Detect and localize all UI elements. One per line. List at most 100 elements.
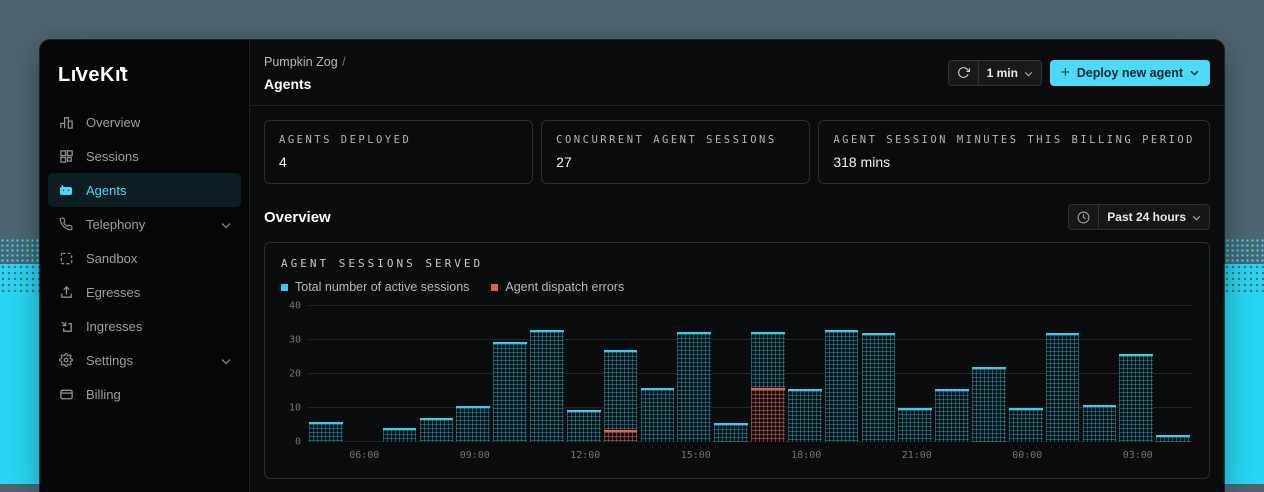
refresh-icon[interactable] <box>949 61 978 85</box>
stat-label: AGENT SESSION MINUTES THIS BILLING PERIO… <box>833 134 1195 146</box>
deploy-new-agent-button[interactable]: + Deploy new agent <box>1050 60 1210 86</box>
header-actions: 1 min + Deploy new agent <box>948 60 1210 86</box>
legend-label: Agent dispatch errors <box>505 280 624 294</box>
sidebar-item-overview[interactable]: Overview <box>48 105 241 139</box>
stat-value: 4 <box>279 154 518 170</box>
chart-x-tick-label: 09:00 <box>460 450 490 461</box>
sidebar-item-sessions[interactable]: Sessions <box>48 139 241 173</box>
legend-swatch-sessions <box>281 284 288 291</box>
stat-card-session-minutes: AGENT SESSION MINUTES THIS BILLING PERIO… <box>818 120 1210 184</box>
sidebar-item-label: Billing <box>86 387 121 402</box>
agent-sessions-chart-card: AGENT SESSIONS SERVED Total number of ac… <box>264 242 1210 479</box>
chart-y-tick-label: 20 <box>289 369 301 380</box>
overview-section-header: Overview Past 24 hours <box>264 204 1210 230</box>
legend-swatch-errors <box>491 284 498 291</box>
chevron-down-icon <box>1024 64 1033 82</box>
chart-x-axis: 06:00 09:00 12:00 15:00 18:00 21:00 00:00 03:00 <box>309 450 1193 466</box>
chart-bar-sessions <box>862 333 896 442</box>
chart-bar-sessions <box>788 389 822 442</box>
stat-label: CONCURRENT AGENT SESSIONS <box>556 134 795 146</box>
sidebar-item-egresses[interactable]: Egresses <box>48 275 241 309</box>
chart-bar-sessions <box>1046 333 1080 442</box>
sidebar-item-billing[interactable]: Billing <box>48 377 241 411</box>
chevron-down-icon <box>221 217 231 232</box>
chart-legend: Total number of active sessions Agent di… <box>281 280 1193 294</box>
stat-value: 318 mins <box>833 154 1195 170</box>
chart-bar-sessions <box>420 418 454 442</box>
robot-icon <box>58 182 74 198</box>
chart-y-tick-label: 10 <box>289 403 301 414</box>
chart-title: AGENT SESSIONS SERVED <box>281 257 1193 270</box>
chart-bar-sessions <box>1156 435 1190 442</box>
time-range-button[interactable]: Past 24 hours <box>1068 204 1210 230</box>
grid-icon <box>58 148 74 164</box>
chart-bar-sessions <box>825 330 859 442</box>
upload-icon <box>58 284 74 300</box>
chart-x-tick-label: 03:00 <box>1123 450 1153 461</box>
phone-icon <box>58 216 74 232</box>
chart-x-tick-label: 15:00 <box>681 450 711 461</box>
sidebar-item-label: Sessions <box>86 149 139 164</box>
chart-x-tick-label: 18:00 <box>791 450 821 461</box>
stat-cards: AGENTS DEPLOYED 4 CONCURRENT AGENT SESSI… <box>264 120 1210 184</box>
chart-bar-sessions <box>1009 408 1043 442</box>
plus-icon: + <box>1061 64 1070 81</box>
legend-label: Total number of active sessions <box>295 280 469 294</box>
chart-bar-errors <box>751 388 785 442</box>
chart-bar-sessions <box>530 330 564 442</box>
breadcrumb: Pumpkin Zog / Agents <box>264 50 346 95</box>
chart-bar-sessions <box>641 388 675 442</box>
chart-bar-sessions <box>677 332 711 443</box>
sidebar-item-ingresses[interactable]: Ingresses <box>48 309 241 343</box>
chart-x-tick-label: 06:00 <box>349 450 379 461</box>
gear-icon <box>58 352 74 368</box>
sidebar-item-sandbox[interactable]: Sandbox <box>48 241 241 275</box>
sidebar-item-label: Sandbox <box>86 251 137 266</box>
time-range-label: Past 24 hours <box>1107 210 1186 224</box>
legend-item-sessions: Total number of active sessions <box>281 280 469 294</box>
chart-bar-sessions <box>604 350 638 442</box>
chart-bar-sessions <box>309 422 343 442</box>
chevron-down-icon <box>221 353 231 368</box>
chart-x-tick-label: 00:00 <box>1012 450 1042 461</box>
chevron-down-icon <box>1190 70 1199 76</box>
chart-bar-sessions <box>493 342 527 442</box>
sidebar-item-settings[interactable]: Settings <box>48 343 241 377</box>
chart-x-tick-label: 12:00 <box>570 450 600 461</box>
breadcrumb-separator: / <box>342 55 345 69</box>
stat-value: 27 <box>556 154 795 170</box>
sidebar-item-label: Agents <box>86 183 126 198</box>
page-content: AGENTS DEPLOYED 4 CONCURRENT AGENT SESSI… <box>250 106 1224 479</box>
refresh-interval-label: 1 min <box>987 66 1018 80</box>
chart-y-tick-label: 0 <box>295 437 301 448</box>
stat-card-concurrent-sessions: CONCURRENT AGENT SESSIONS 27 <box>541 120 810 184</box>
chart-bar-sessions <box>1119 354 1153 442</box>
sidebar-item-label: Telephony <box>86 217 145 232</box>
main-panel: Pumpkin Zog / Agents 1 min <box>250 40 1224 492</box>
refresh-interval-button[interactable]: 1 min <box>948 60 1042 86</box>
chart-x-tick-label: 21:00 <box>902 450 932 461</box>
breadcrumb-project[interactable]: Pumpkin Zog <box>264 55 338 69</box>
chart-gridline <box>309 305 1193 306</box>
clock-icon <box>1069 205 1098 229</box>
stat-card-agents-deployed: AGENTS DEPLOYED 4 <box>264 120 533 184</box>
chart-bar-sessions <box>383 428 417 442</box>
chart-bar-errors <box>604 430 638 442</box>
page-title: Agents <box>264 74 346 95</box>
credit-card-icon <box>58 386 74 402</box>
chart-bar-sessions <box>1083 405 1117 442</box>
stat-label: AGENTS DEPLOYED <box>279 134 518 146</box>
sidebar-item-agents[interactable]: Agents <box>48 173 241 207</box>
chart-bar-sessions <box>456 406 490 442</box>
chart-bar-sessions <box>714 423 748 442</box>
sidebar-item-telephony[interactable]: Telephony <box>48 207 241 241</box>
page-header: Pumpkin Zog / Agents 1 min <box>250 40 1224 106</box>
legend-item-errors: Agent dispatch errors <box>491 280 624 294</box>
chart-bar-sessions <box>972 367 1006 442</box>
chart-bar-sessions <box>935 389 969 442</box>
chart-bar-sessions <box>898 408 932 442</box>
